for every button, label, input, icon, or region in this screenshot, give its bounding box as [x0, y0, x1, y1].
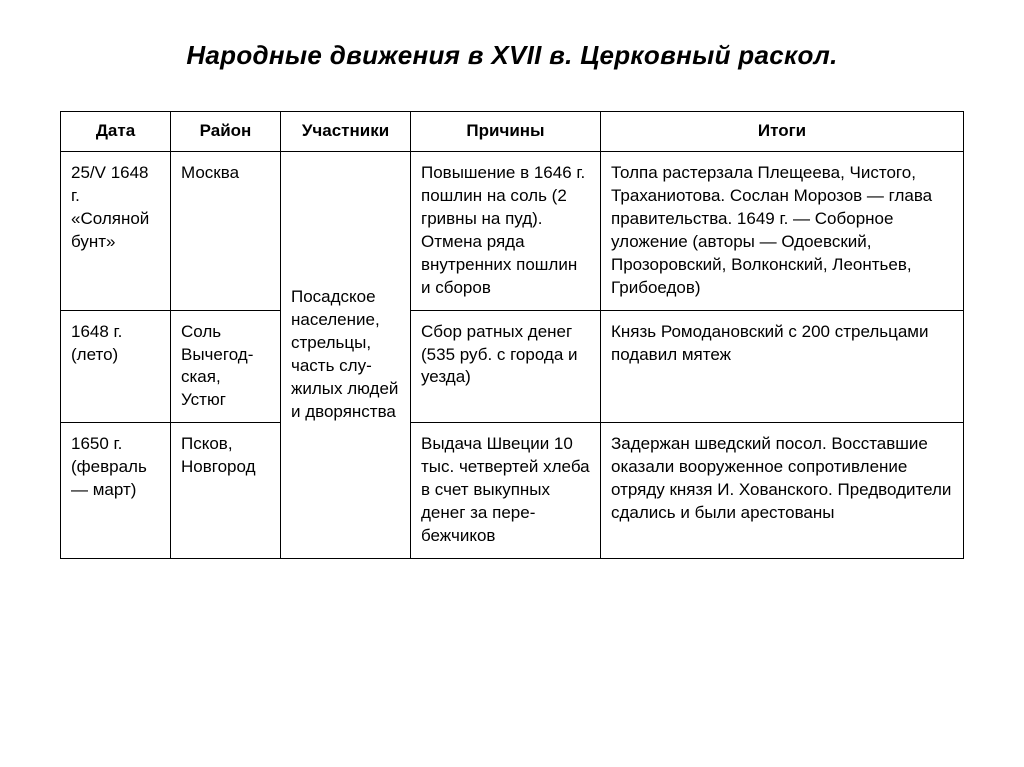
cell-causes: Повышение в 1646 г. по­шлин на соль (2 г… — [411, 151, 601, 310]
col-header-participants: Участники — [281, 112, 411, 152]
cell-results: Задержан шведский по­сол. Восставшие ока… — [601, 423, 964, 559]
cell-results: Толпа растерзала Пле­щеева, Чистого, Тра… — [601, 151, 964, 310]
cell-date: 1648 г. (лето) — [61, 310, 171, 423]
table-row: 25/V 1648 г. «Соляной бунт» Москва Посад… — [61, 151, 964, 310]
cell-date: 25/V 1648 г. «Соляной бунт» — [61, 151, 171, 310]
col-header-date: Дата — [61, 112, 171, 152]
cell-participants: Посадское население, стрельцы, часть слу… — [281, 151, 411, 558]
page-title: Народные движения в XVII в. Церковный ра… — [60, 40, 964, 71]
cell-causes: Сбор ратных денег (535 руб. с города и у… — [411, 310, 601, 423]
cell-date: 1650 г. (февраль — март) — [61, 423, 171, 559]
col-header-causes: Причины — [411, 112, 601, 152]
cell-region: Псков, Новго­род — [171, 423, 281, 559]
cell-region: Соль Вычегод­ская, Устюг — [171, 310, 281, 423]
col-header-region: Район — [171, 112, 281, 152]
table-row: 1650 г. (февраль — март) Псков, Новго­ро… — [61, 423, 964, 559]
movements-table: Дата Район Участники Причины Итоги 25/V … — [60, 111, 964, 559]
cell-results: Князь Ромодановский с 200 стрельцами под… — [601, 310, 964, 423]
cell-region: Москва — [171, 151, 281, 310]
table-row: 1648 г. (лето) Соль Вычегод­ская, Устюг … — [61, 310, 964, 423]
table-header-row: Дата Район Участники Причины Итоги — [61, 112, 964, 152]
col-header-results: Итоги — [601, 112, 964, 152]
cell-causes: Выдача Шве­ции 10 тыс. чет­вертей хлеба … — [411, 423, 601, 559]
